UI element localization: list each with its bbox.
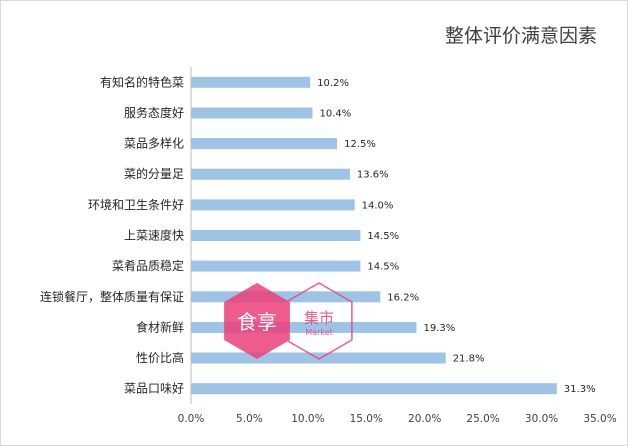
bar-8: [191, 291, 381, 303]
bar-1: [191, 76, 311, 88]
watermark-hex-filled: [224, 283, 290, 359]
category-label-3: 菜品多样化: [124, 136, 184, 151]
value-label-2: 10.4%: [320, 109, 352, 120]
value-label-3: 12.5%: [344, 139, 376, 150]
bar-11: [191, 383, 557, 395]
category-label-9: 食材新鲜: [136, 319, 184, 334]
bar-5: [191, 199, 355, 211]
watermark-text-sub: Market: [305, 328, 333, 337]
category-label-2: 服务态度好: [124, 105, 184, 120]
x-tick-label-1: 0.0%: [178, 413, 205, 425]
bar-3: [191, 138, 338, 150]
category-label-5: 环境和卫生条件好: [88, 197, 184, 212]
category-label-6: 上菜速度快: [124, 228, 184, 243]
x-tick-label-3: 10.0%: [291, 413, 324, 425]
bar-2: [191, 107, 313, 119]
x-tick-label-5: 20.0%: [408, 413, 441, 425]
category-label-1: 有知名的特色菜: [100, 74, 184, 89]
value-label-8: 16.2%: [387, 292, 419, 303]
watermark-text-left: 食享: [237, 310, 277, 334]
value-label-1: 10.2%: [317, 78, 349, 89]
bar-6: [191, 230, 361, 241]
x-tick-label-6: 25.0%: [466, 413, 499, 425]
x-tick-label-4: 15.0%: [350, 413, 383, 425]
watermark-hex-outline: [285, 282, 353, 360]
x-tick-label-7: 30.0%: [525, 413, 558, 425]
category-label-7: 菜肴品质稳定: [112, 258, 184, 273]
value-label-9: 19.3%: [424, 323, 456, 334]
chart-title: 整体评价满意因素: [444, 25, 597, 47]
x-tick-label-8: 35.0%: [583, 413, 616, 425]
category-label-10: 性价比高: [136, 350, 184, 365]
watermark-text-right: 集市: [304, 309, 334, 327]
bar-4: [191, 168, 350, 180]
value-label-5: 14.0%: [362, 200, 394, 211]
value-label-6: 14.5%: [367, 231, 399, 242]
category-label-4: 菜的分量足: [124, 166, 184, 181]
value-label-10: 21.8%: [453, 354, 485, 365]
value-label-7: 14.5%: [367, 262, 399, 273]
bar-9: [191, 321, 417, 333]
value-label-11: 31.3%: [564, 384, 596, 395]
bar-7: [191, 260, 361, 272]
category-label-8: 连锁餐厅，整体质量有保证: [40, 289, 184, 304]
category-label-11: 菜品口味好: [124, 382, 184, 396]
x-tick-label-2: 5.0%: [236, 413, 263, 425]
value-label-4: 13.6%: [357, 170, 389, 181]
